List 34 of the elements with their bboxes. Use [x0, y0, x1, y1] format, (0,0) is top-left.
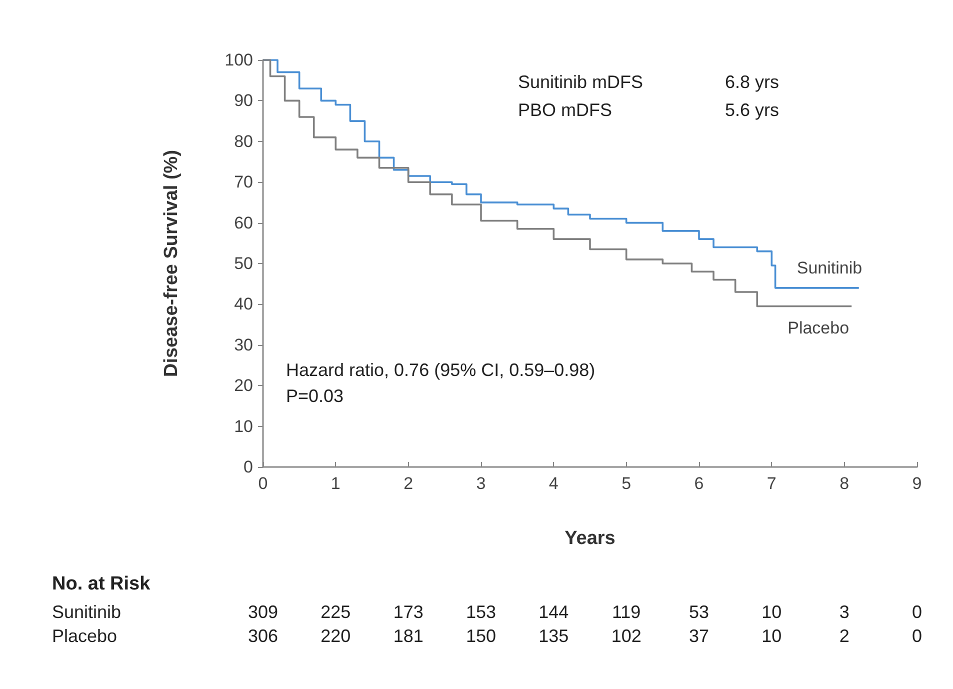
- text: Sunitinib 309 225 173 153 144 119 53 10 3 0: [52, 602, 922, 622]
- series-label: Placebo: [788, 318, 850, 338]
- y-tick-label: 20: [234, 376, 253, 396]
- x-tick-label: 5: [622, 474, 632, 493]
- y-tick-label: 10: [234, 416, 253, 436]
- y-tick-label: 70: [234, 172, 253, 192]
- y-tick-label: 50: [234, 254, 253, 273]
- y-tick-label: 80: [234, 132, 253, 151]
- x-tick-label: 6: [694, 474, 704, 493]
- x-axis-title: Years: [564, 528, 616, 549]
- series-label: Sunitinib: [796, 258, 862, 278]
- text: No. at Risk: [52, 574, 151, 594]
- x-tick-label: 8: [840, 474, 850, 493]
- x-tick-label: 4: [548, 474, 558, 493]
- y-tick-label: 90: [234, 91, 253, 110]
- x-tick-label: 9: [912, 474, 922, 493]
- y-tick-label: 60: [234, 213, 253, 232]
- text: Placebo 306 220 181 150 135 102 37 10 2 0: [52, 626, 922, 646]
- annotation: Sunitinib mDFS: [518, 72, 644, 92]
- y-tick-label: 30: [234, 335, 253, 354]
- x-tick-label: 0: [258, 474, 268, 493]
- x-tick-label: 2: [404, 474, 414, 493]
- annotation: Hazard ratio, 0.76 (95% CI, 0.59–0.98): [286, 360, 596, 380]
- y-tick-label: 40: [234, 294, 253, 314]
- y-tick-label: 0: [244, 458, 253, 476]
- y-tick-label: 100: [224, 50, 253, 70]
- annotation: 6.8 yrs: [725, 72, 780, 92]
- annotation: PBO mDFS: [518, 100, 612, 120]
- y-axis-title: Disease-free Survival (%): [161, 150, 182, 378]
- annotation: P=0.03: [286, 386, 344, 406]
- x-tick-label: 1: [330, 474, 340, 493]
- annotation: 5.6 yrs: [725, 100, 780, 120]
- x-tick-label: 3: [476, 474, 486, 493]
- x-tick-label: 7: [766, 474, 776, 493]
